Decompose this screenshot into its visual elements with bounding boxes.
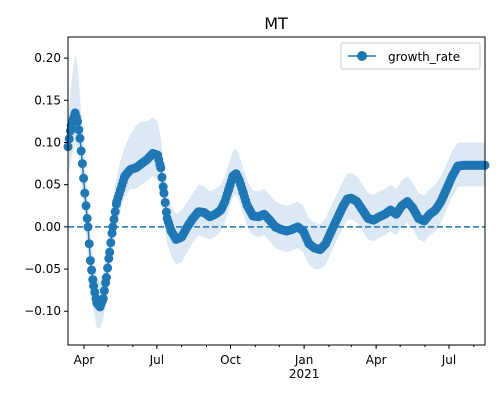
y-tick-label: −0.10 [24,304,61,318]
data-point [160,198,170,208]
data-point [99,286,109,296]
data-point [87,265,97,275]
x-tick-label: Apr [74,353,95,367]
x-tick-label: 2021 [289,367,320,381]
data-point [84,239,94,249]
confidence-band [68,53,485,329]
data-point [80,188,90,198]
data-point [108,222,118,232]
data-point [75,133,85,143]
data-point [64,134,74,144]
data-point [74,125,84,135]
y-tick-label: 0.05 [34,178,61,192]
y-tick-label: 0.20 [34,51,61,65]
x-tick-label: Jan [294,353,314,367]
data-point [83,222,93,232]
data-point [101,273,111,282]
data-point [79,173,89,183]
y-tick-label: −0.05 [24,262,61,276]
data-point [109,214,119,224]
data-point [73,116,83,126]
x-tick-label: Apr [366,353,387,367]
plot-area [63,53,490,329]
axes-frame [67,36,486,346]
x-tick-label: Jul [441,353,456,367]
data-point [156,163,166,173]
y-tick-label: 0.10 [34,135,61,149]
y-axis: −0.10 −0.05 0.00 0.05 0.10 0.15 0.20 [24,51,68,318]
data-point [76,146,86,156]
data-point [159,188,169,198]
series-markers [63,108,490,312]
data-point [98,294,108,304]
data-point [157,172,167,182]
data-point [103,263,113,273]
y-tick-label: 0.15 [34,93,61,107]
data-point [77,159,87,169]
legend-label: growth_rate [388,50,460,64]
data-point [106,238,116,248]
y-tick-label: 0.00 [34,220,61,234]
legend: growth_rate [340,42,481,70]
data-point [110,207,120,217]
data-point [81,201,91,211]
x-tick-label: Jul [149,353,164,367]
data-point [105,247,115,257]
data-point [85,256,95,266]
x-tick-label: Oct [220,353,241,367]
legend-box [340,42,481,70]
chart-title: MT [264,14,288,33]
legend-marker [357,51,367,61]
data-point [82,213,92,223]
